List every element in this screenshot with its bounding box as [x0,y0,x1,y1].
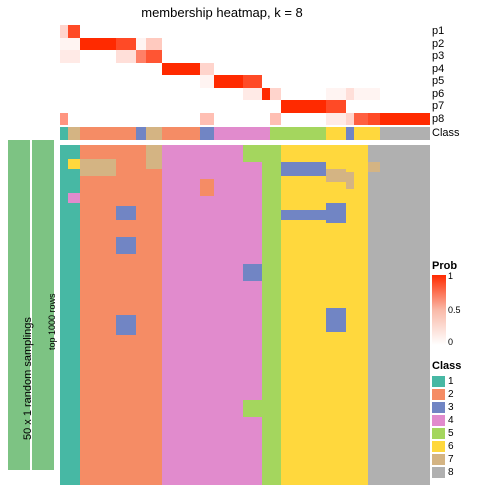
prob-gradient: 1 0.5 0 [432,275,446,345]
class-swatch-row: 8 [432,466,461,479]
right-labels: p1p2p3p4p5p6p7p8 Class [432,25,502,140]
p-row-label: p5 [432,75,502,88]
class-swatch-row: 7 [432,453,461,466]
left-annotations: 50 x 1 random samplings top 1000 rows [0,130,55,480]
class-swatch-row: 2 [432,388,461,401]
main-plot [60,25,430,485]
p-row-label: p6 [432,88,502,101]
class-swatch-row: 1 [432,375,461,388]
class-swatch-row: 4 [432,414,461,427]
class-legend: Class 12345678 [432,360,461,479]
prob-tick: 0.5 [448,305,461,315]
chart-title: membership heatmap, k = 8 [0,5,444,20]
prob-legend-title: Prob [432,260,492,272]
sampling-label: 50 x 1 random samplings [22,317,34,440]
p-row-label: p3 [432,50,502,63]
p-row-label: p4 [432,63,502,76]
p-row-label: p2 [432,38,502,51]
class-swatch-row: 5 [432,427,461,440]
class-bar [60,127,430,140]
probability-heatmap [60,25,430,125]
rows-label: top 1000 rows [47,293,57,350]
class-legend-title: Class [432,360,461,372]
prob-tick: 0 [448,337,453,347]
class-row-label: Class [432,127,502,140]
p-row-label: p8 [432,113,502,126]
class-swatch-row: 6 [432,440,461,453]
class-swatch-row: 3 [432,401,461,414]
p-row-label: p7 [432,100,502,113]
prob-tick: 1 [448,271,453,281]
p-row-label: p1 [432,25,502,38]
prob-legend: Prob 1 0.5 0 [432,260,492,345]
sampling-heatmap [60,145,430,485]
